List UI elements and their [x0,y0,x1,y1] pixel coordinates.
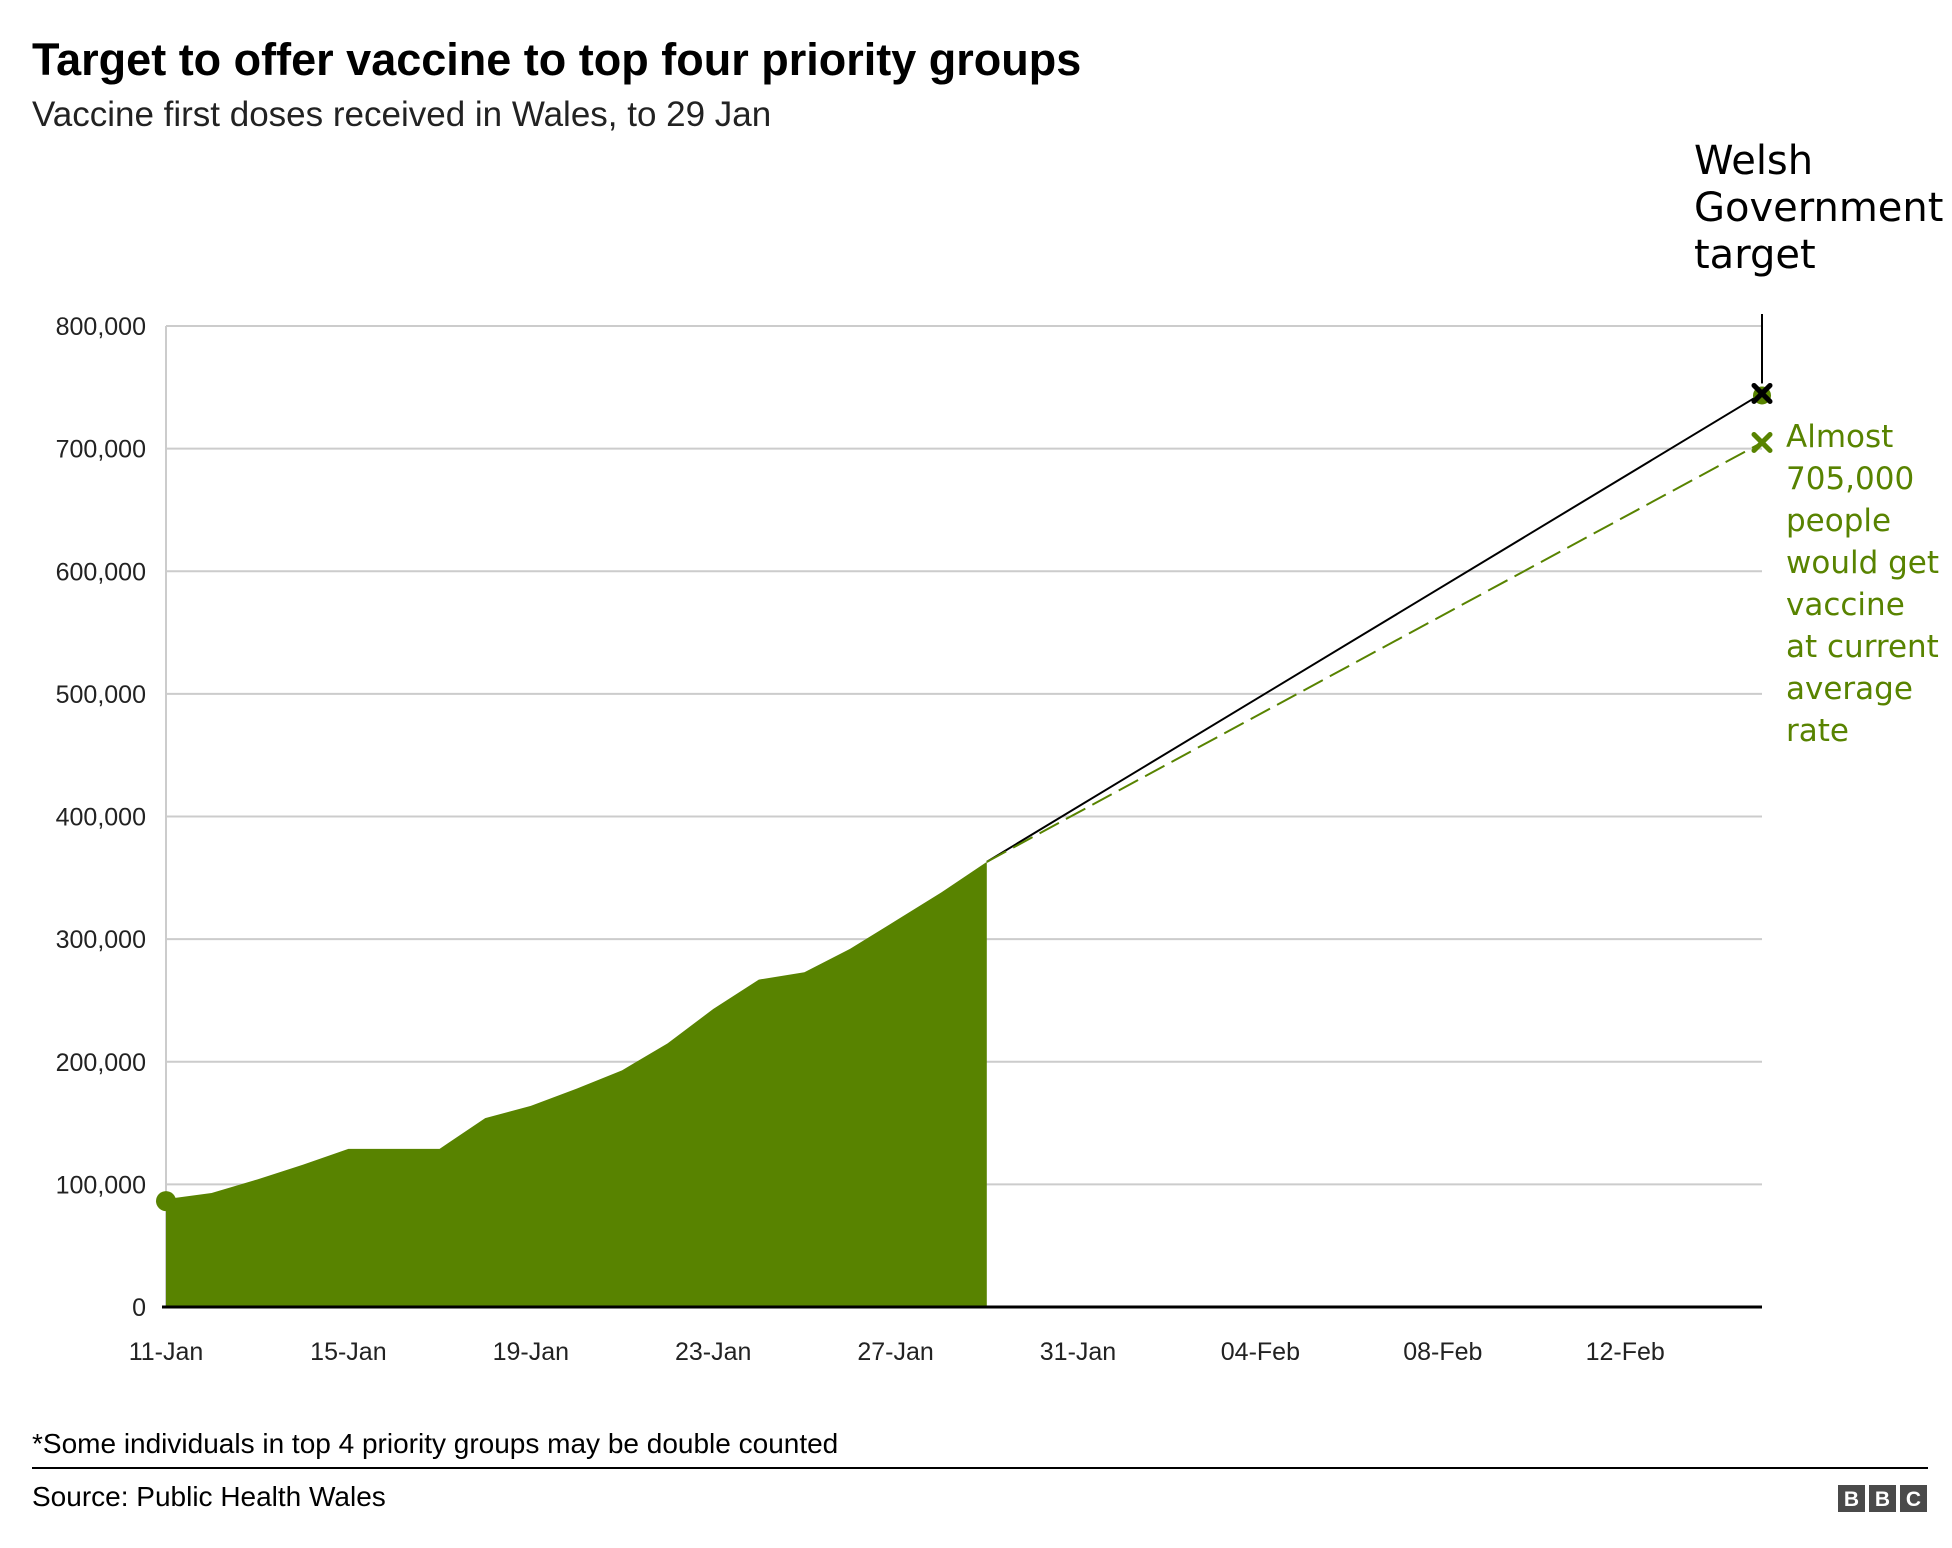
y-tick-label: 500,000 [56,681,146,709]
svg-text:C: C [1906,1488,1921,1511]
plot-area [156,861,987,1307]
y-tick-label: 700,000 [56,436,146,464]
x-tick-label: 27-Jan [857,1338,933,1366]
target-line [986,392,1763,863]
y-tick-label: 0 [132,1294,146,1322]
x-tick-label: 23-Jan [675,1338,751,1366]
x-tick-label: 19-Jan [493,1338,569,1366]
chart-subtitle: Vaccine first doses received in Wales, t… [32,95,771,134]
y-tick-label: 400,000 [56,804,146,832]
chart-title: Target to offer vaccine to top four prio… [32,34,1081,85]
target-cross-marker [1751,382,1773,404]
x-tick-label: 11-Jan [129,1338,204,1366]
x-tick-label: 12-Feb [1586,1338,1665,1366]
y-tick-label: 600,000 [56,558,146,586]
axes: 0 100,000 200,000 300,000 400,000 500,000 600,… [56,313,1762,1366]
svg-text:B: B [1875,1488,1890,1511]
svg-text:B: B [1844,1488,1859,1511]
y-tick-label: 800,000 [56,313,146,341]
projection-lines [986,382,1773,863]
projection-annotation: Almost 705,000 people would get vaccine at cu… [1786,419,1939,749]
annotations: Welsh Government target Almost 705,000 people… [1694,138,1943,749]
projection-cross-marker [1751,431,1773,453]
grid [165,325,1762,1307]
source-text: Source: Public Health Wales [32,1481,386,1512]
footnote: *Some individuals in top 4 priority grou… [32,1428,838,1459]
x-tick-label: 15-Jan [310,1338,386,1366]
target-annotation: Welsh Government target [1694,138,1943,278]
y-tick-label: 200,000 [56,1049,146,1077]
x-tick-label: 08-Feb [1403,1338,1482,1366]
y-tick-label: 300,000 [56,926,146,954]
x-tick-label: 31-Jan [1040,1338,1116,1366]
y-tick-label: 100,000 [56,1171,146,1199]
x-tick-label: 04-Feb [1221,1338,1300,1366]
projection-line [986,441,1763,863]
area-series [166,861,987,1307]
series-start-point [156,1191,176,1212]
